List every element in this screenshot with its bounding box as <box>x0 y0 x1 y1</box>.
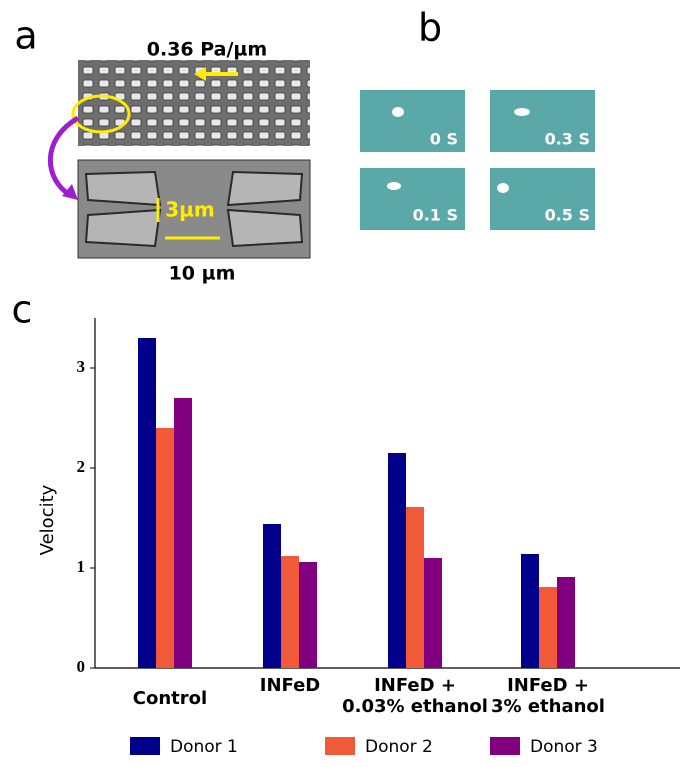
x-tick-label: Control <box>132 688 208 709</box>
frame-time: 0.1 S <box>413 206 458 225</box>
frame-time: 0.5 S <box>545 206 590 225</box>
y-tick-label: 0 <box>77 657 86 676</box>
bar <box>263 524 281 668</box>
bar <box>557 577 575 668</box>
y-tick-label: 2 <box>77 457 86 476</box>
legend-swatch <box>325 737 355 755</box>
frames <box>360 90 595 230</box>
x-tick-label: INFeD + 0.03% ethanol <box>342 675 488 717</box>
bar <box>521 554 539 668</box>
pressure-label: 0.36 Pa/µm <box>147 39 267 61</box>
bar <box>388 453 406 668</box>
panel-label: c <box>12 288 33 332</box>
zoom-arrow-head <box>62 184 78 200</box>
panel-label: a <box>14 14 37 58</box>
bar <box>406 507 424 668</box>
bar <box>156 428 174 668</box>
bar <box>299 562 317 668</box>
y-axis-label: Velocity <box>37 484 58 555</box>
micrograph <box>78 60 310 146</box>
bar <box>281 556 299 668</box>
panel-label: b <box>418 6 442 50</box>
legend-label: Donor 2 <box>365 737 433 757</box>
legend-label: Donor 3 <box>530 737 598 757</box>
x-tick-label: INFeD + 3% ethanol <box>491 675 605 717</box>
width-label: 10 µm <box>169 263 236 285</box>
legend-swatch <box>490 737 520 755</box>
x-tick-label: INFeD <box>259 675 321 696</box>
highlight <box>71 94 131 134</box>
y-tick-label: 3 <box>77 357 86 376</box>
zoom-arrow <box>47 115 80 198</box>
bar <box>138 338 156 668</box>
bar <box>539 587 557 668</box>
frame-time: 0 S <box>430 130 458 149</box>
gap-label: 3µm <box>165 198 214 222</box>
y-tick-label: 1 <box>77 557 86 576</box>
legend-swatch <box>130 737 160 755</box>
bar <box>424 558 442 668</box>
bar <box>174 398 192 668</box>
flow-arrow-head <box>194 67 206 81</box>
frame-time: 0.3 S <box>545 130 590 149</box>
channels <box>84 170 304 248</box>
legend-label: Donor 1 <box>170 737 238 757</box>
